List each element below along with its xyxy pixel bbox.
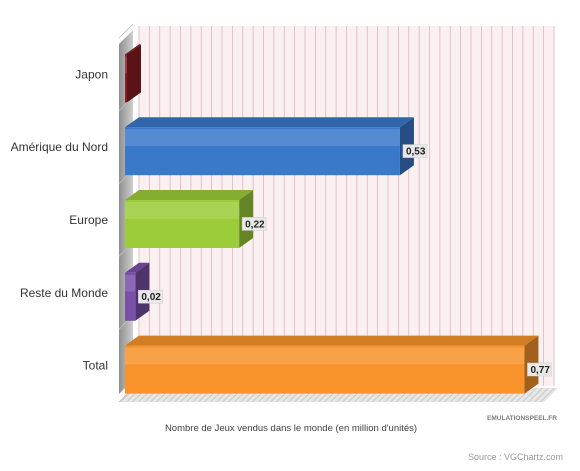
bar-top-face [125,335,539,346]
category-label: Japon [75,67,108,81]
category-label: Total [83,359,108,373]
bar-highlight [125,56,127,74]
bar-highlight [125,347,525,365]
bar-europe [125,190,254,248]
bar-highlight [125,129,400,146]
category-tick [118,23,134,39]
svg-text:0,22: 0,22 [245,219,265,230]
data-label: 0,22 [241,217,267,231]
bar-top-face [125,262,150,273]
bar-front-face [125,54,127,103]
bar-top-face [125,117,414,128]
source-note: Source : VGChartz.com [468,452,563,462]
category-label: Amérique du Nord [11,140,108,154]
data-label: 0,02 [138,289,163,304]
bar-highlight [125,274,136,292]
svg-text:0,02: 0,02 [141,292,161,303]
data-label: 0,53 [402,144,428,158]
bar-top-face [125,190,254,200]
category-label: Reste du Monde [20,286,108,300]
bar-front-face [125,272,136,321]
bar-side-face [127,44,141,103]
x-axis-label: Nombre de Jeux vendus dans le monde (en … [165,423,417,434]
watermark-logo: EMULATIONSPEEL.FR [487,415,557,422]
bar-top-face [125,44,141,55]
svg-text:0,53: 0,53 [406,147,426,158]
data-label: 0,77 [527,362,552,377]
category-label: Europe [69,213,108,227]
bar-highlight [125,202,240,219]
bar-japon [125,44,141,103]
bar-am-rique-du-nord [125,117,414,176]
svg-text:0,77: 0,77 [530,365,550,376]
bar-total [125,335,539,394]
